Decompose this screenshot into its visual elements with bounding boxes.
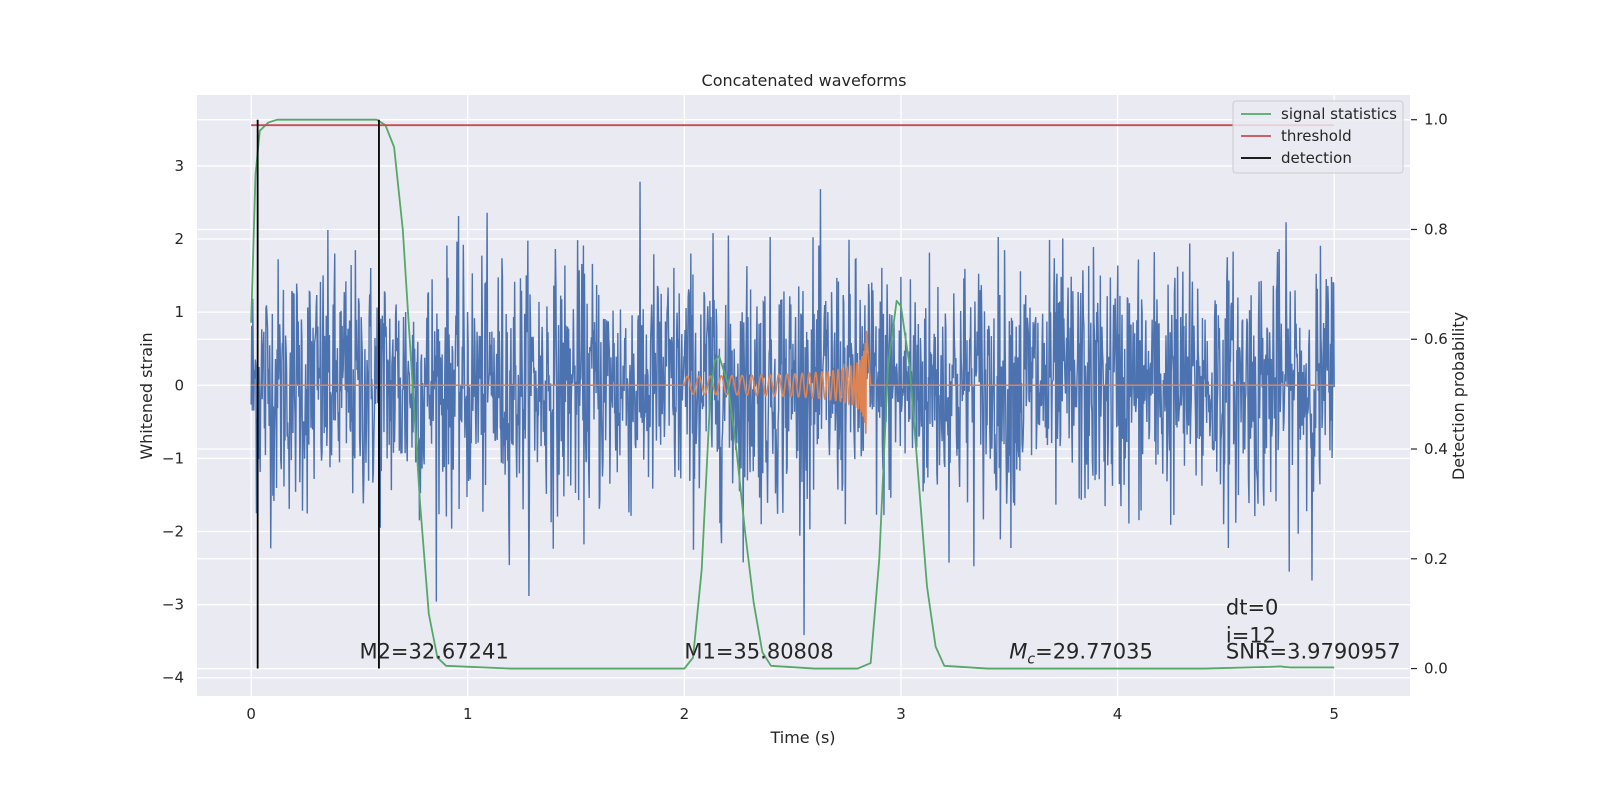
chart-title: Concatenated waveforms xyxy=(702,71,907,90)
annotation-snr: SNR=3.9790957 xyxy=(1226,640,1401,664)
y-tick-label: 3 xyxy=(174,157,184,175)
legend: signal statistics threshold detection xyxy=(1232,100,1404,174)
y-tick-label: −1 xyxy=(162,449,184,467)
annotation-mc: Mc=29.77035 xyxy=(1009,640,1153,668)
y2-tick-label: 0.4 xyxy=(1424,440,1448,458)
y-tick-label: 1 xyxy=(174,303,184,321)
template-series xyxy=(251,330,1335,434)
strain-series xyxy=(250,181,1335,636)
axis-ticks: 0 1 2 3 4 5 −4 −3 −2 −1 0 1 2 3 0.0 0.2 0.4 0.6 0.8 1.0 xyxy=(162,111,1448,723)
x-tick-label: 4 xyxy=(1113,705,1123,723)
plot-area xyxy=(250,118,1335,670)
x-tick-label: 5 xyxy=(1329,705,1339,723)
y-axis-label: Whitened strain xyxy=(137,332,156,459)
x-axis-label: Time (s) xyxy=(769,728,835,747)
y2-tick-label: 0.6 xyxy=(1424,330,1448,348)
legend-label: detection xyxy=(1281,149,1352,167)
legend-label: threshold xyxy=(1281,127,1352,145)
y-tick-label: 2 xyxy=(174,230,184,248)
y-tick-label: −2 xyxy=(162,522,184,540)
y2-tick-label: 1.0 xyxy=(1424,111,1448,129)
y2-tick-label: 0.0 xyxy=(1424,660,1448,678)
x-tick-label: 3 xyxy=(896,705,906,723)
y-tick-label: −3 xyxy=(162,596,184,614)
x-tick-label: 1 xyxy=(463,705,473,723)
y2-tick-label: 0.8 xyxy=(1424,220,1448,238)
annotations: M2=32.67241 M1=35.80808 Mc=29.77035 dt=0 i=1… xyxy=(359,596,1400,668)
x-tick-label: 0 xyxy=(246,705,256,723)
annotation-m1: M1=35.80808 xyxy=(684,640,833,664)
annotation-i: i=12 xyxy=(1226,624,1276,648)
y2-axis-label: Detection probability xyxy=(1449,312,1468,480)
y-tick-label: −4 xyxy=(162,669,184,687)
signal-statistics-series xyxy=(250,118,1335,670)
y-tick-label: 0 xyxy=(174,376,184,394)
x-tick-label: 2 xyxy=(680,705,690,723)
legend-label: signal statistics xyxy=(1281,105,1397,123)
y2-tick-label: 0.2 xyxy=(1424,550,1448,568)
annotation-dt: dt=0 xyxy=(1226,596,1279,620)
legend-box xyxy=(1232,100,1404,174)
annotation-m2: M2=32.67241 xyxy=(359,640,508,664)
